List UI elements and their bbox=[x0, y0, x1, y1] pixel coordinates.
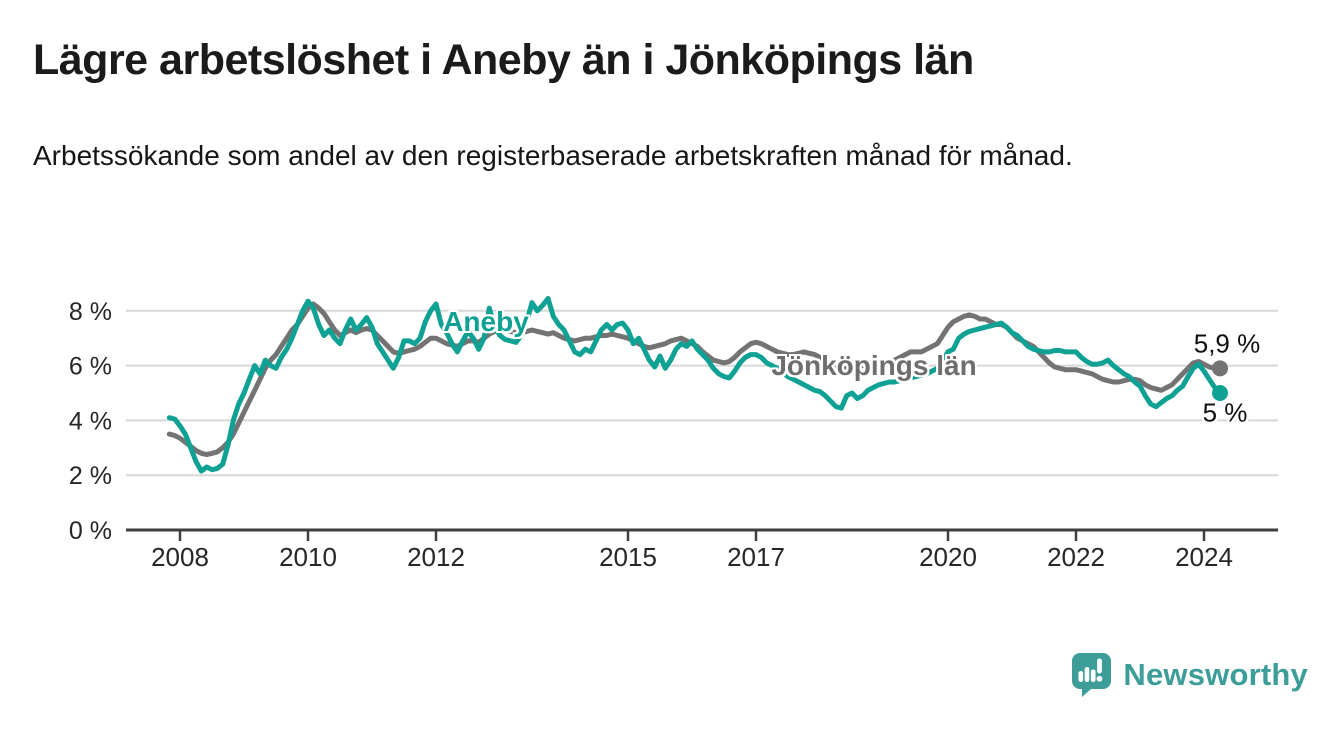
page-title: Lägre arbetslöshet i Aneby än i Jönköpin… bbox=[33, 36, 974, 84]
x-tick-label: 2024 bbox=[1175, 542, 1233, 572]
speech-bubble-bar-chart-icon bbox=[1072, 653, 1112, 697]
end-dot-aneby bbox=[1211, 385, 1228, 401]
x-tick-label: 2015 bbox=[599, 542, 657, 572]
y-tick-label: 4 % bbox=[69, 407, 112, 435]
y-tick-label: 8 % bbox=[69, 298, 112, 326]
x-tick-label: 2020 bbox=[919, 542, 977, 572]
x-tick-label: 2022 bbox=[1047, 542, 1105, 572]
x-tick-label: 2017 bbox=[727, 542, 785, 572]
aneby-series-label: Aneby bbox=[443, 306, 529, 337]
y-tick-label: 6 % bbox=[69, 353, 112, 381]
series-line-county bbox=[166, 301, 1223, 458]
x-tick-label: 2008 bbox=[151, 542, 209, 572]
chart-subtitle: Arbetssökande som andel av den registerb… bbox=[33, 140, 1073, 171]
newsworthy-logo: Newsworthy bbox=[1071, 652, 1308, 698]
y-tick-label: 2 % bbox=[69, 462, 112, 490]
end-dot-county bbox=[1211, 360, 1228, 377]
county-series-label: Jönköpings län bbox=[771, 350, 977, 381]
series-line-aneby bbox=[166, 296, 1223, 474]
y-tick-label: 0 % bbox=[69, 517, 112, 545]
x-tick-label: 2012 bbox=[407, 542, 465, 572]
x-tick-label: 2010 bbox=[279, 542, 337, 572]
brand-wordmark: Newsworthy bbox=[1123, 657, 1308, 692]
county-end-value-label: 5,9 % bbox=[1193, 328, 1261, 359]
aneby-end-value-label: 5 % bbox=[1202, 397, 1248, 428]
